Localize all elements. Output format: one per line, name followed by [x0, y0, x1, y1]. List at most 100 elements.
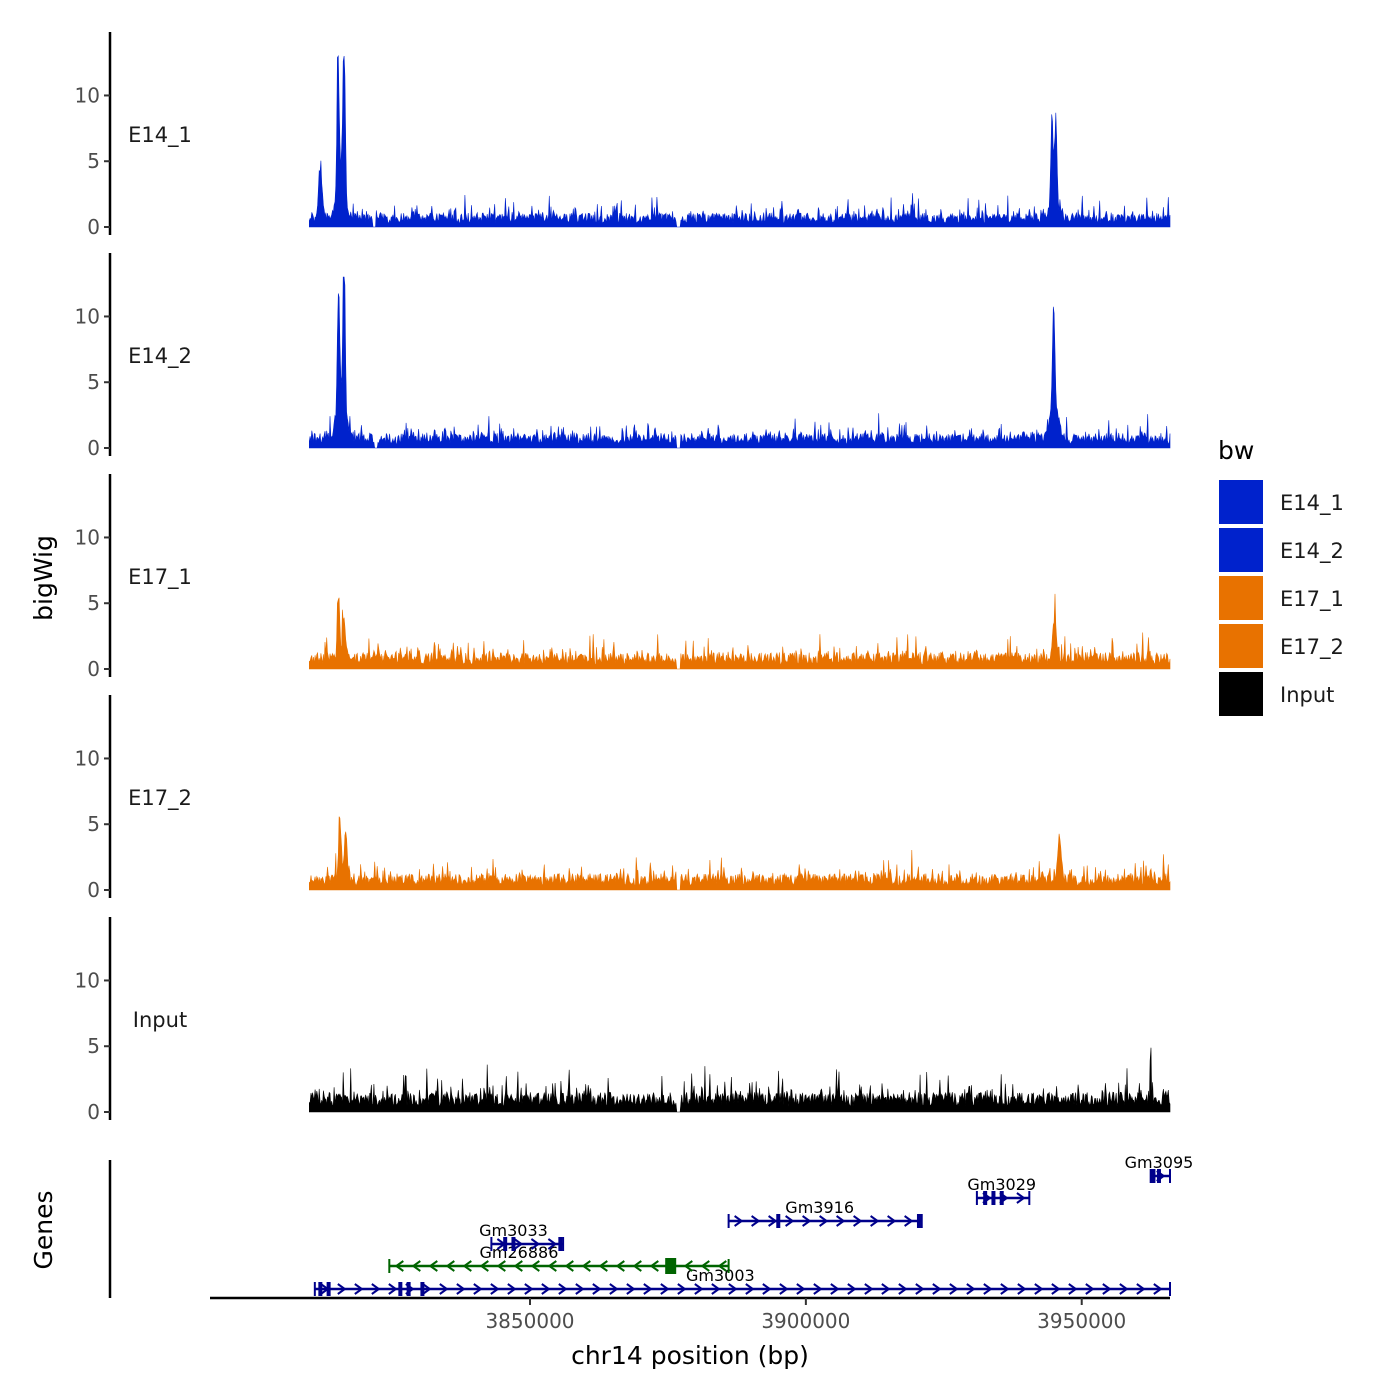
y-tick-label: 5: [87, 591, 100, 615]
y-tick-label: 5: [87, 812, 100, 836]
y-tick-label: 10: [75, 968, 100, 992]
strand-chevron: [1085, 1283, 1095, 1295]
gene-exon: [318, 1282, 323, 1296]
gene-gm3003: Gm3003: [313, 1266, 1171, 1296]
strand-chevron: [547, 1260, 557, 1272]
y-tick-label: 0: [87, 657, 100, 681]
strand-chevron: [949, 1283, 959, 1295]
y-tick-label: 0: [87, 878, 100, 902]
x-axis: 3850000 3900000 3950000: [210, 1296, 1170, 1333]
track-input: 0 5 10 Input: [75, 917, 1171, 1124]
y-tick-label: 5: [87, 149, 100, 173]
legend-item-e17-1: E17_1: [1219, 576, 1344, 620]
gene-exon: [503, 1237, 508, 1251]
strand-chevron: [462, 1260, 472, 1272]
y-tick-label: 0: [87, 436, 100, 460]
strand-chevron: [388, 1283, 398, 1295]
strand-chevron: [660, 1283, 670, 1295]
gene-exon: [916, 1214, 921, 1228]
gene-label: Gm3916: [785, 1198, 854, 1217]
legend-swatch: [1219, 624, 1263, 668]
strand-chevron: [677, 1283, 687, 1295]
gene-exon: [326, 1282, 331, 1296]
gene-gm3095: Gm3095: [1125, 1153, 1194, 1183]
gene-exon: [1151, 1169, 1156, 1183]
strand-chevron: [802, 1215, 812, 1227]
track-e14-2: 0 5 10 E14_2: [75, 253, 1171, 460]
gene-exon: [398, 1282, 403, 1296]
strand-chevron: [785, 1215, 795, 1227]
strand-chevron: [751, 1215, 761, 1227]
y-tick-label: 5: [87, 1034, 100, 1058]
track-label: Input: [133, 1008, 187, 1032]
x-tick-label: 3850000: [485, 1309, 574, 1333]
track-e17-1: 0 5 10 E17_1: [75, 474, 1171, 681]
gene-label: Gm3095: [1125, 1153, 1194, 1172]
strand-chevron: [422, 1283, 432, 1295]
strand-chevron: [575, 1283, 585, 1295]
strand-chevron: [609, 1283, 619, 1295]
legend-swatch: [1219, 528, 1263, 572]
strand-chevron: [581, 1260, 591, 1272]
strand-chevron: [711, 1283, 721, 1295]
y-tick-label: 10: [75, 83, 100, 107]
strand-chevron: [864, 1283, 874, 1295]
gene-exon: [776, 1214, 781, 1228]
strand-chevron: [734, 1215, 744, 1227]
strand-chevron: [411, 1260, 421, 1272]
coverage-area-e17-2: [309, 816, 1171, 891]
strand-chevron: [813, 1283, 823, 1295]
legend-swatch: [1219, 480, 1263, 524]
strand-chevron: [700, 1260, 710, 1272]
y-tick-label: 10: [75, 746, 100, 770]
strand-chevron: [1102, 1283, 1112, 1295]
gene-exon: [558, 1237, 563, 1251]
gene-exon: [665, 1258, 677, 1274]
legend-label: E17_1: [1280, 587, 1344, 612]
legend: bw E14_1 E14_2 E17_1 E17_2 Input: [1218, 436, 1344, 716]
track-label: E17_2: [128, 786, 192, 811]
track-label: E17_1: [128, 565, 192, 590]
strand-chevron: [371, 1283, 381, 1295]
strand-chevron: [1068, 1283, 1078, 1295]
strand-chevron: [564, 1260, 574, 1272]
coverage-tracks: 0 5 10 E14_1 0 5 10 E14_2 0 5 10 E17_1 0 5 10 E17_2 0 5 10…: [75, 32, 1171, 1124]
strand-chevron: [745, 1283, 755, 1295]
y-tick-label: 5: [87, 370, 100, 394]
strand-chevron: [898, 1283, 908, 1295]
legend-swatch: [1219, 576, 1263, 620]
gene-exon: [511, 1237, 516, 1251]
strand-chevron: [694, 1283, 704, 1295]
x-axis-title: chr14 position (bp): [571, 1341, 809, 1370]
track-e14-1: 0 5 10 E14_1: [75, 32, 1171, 239]
strand-chevron: [507, 1283, 517, 1295]
legend-item-e14-2: E14_2: [1219, 528, 1344, 572]
strand-chevron: [983, 1283, 993, 1295]
strand-chevron: [796, 1283, 806, 1295]
y-tick-label: 10: [75, 304, 100, 328]
legend-label: E14_2: [1280, 539, 1344, 564]
legend-item-e14-1: E14_1: [1219, 480, 1344, 524]
coverage-area-e14-1: [309, 54, 1171, 228]
strand-chevron: [541, 1283, 551, 1295]
gene-label: Gm3029: [967, 1175, 1036, 1194]
strand-chevron: [1153, 1283, 1163, 1295]
strand-chevron: [473, 1283, 483, 1295]
strand-chevron: [932, 1283, 942, 1295]
legend-item-e17-2: E17_2: [1219, 624, 1344, 668]
gene-exon: [999, 1191, 1004, 1205]
strand-chevron: [1017, 1283, 1027, 1295]
strand-chevron: [1136, 1283, 1146, 1295]
gene-gm3033: Gm3033: [479, 1221, 565, 1251]
strand-chevron: [632, 1260, 642, 1272]
strand-chevron: [887, 1215, 897, 1227]
strand-chevron: [615, 1260, 625, 1272]
strand-chevron: [354, 1283, 364, 1295]
strand-chevron: [592, 1283, 602, 1295]
y-axis-title: bigWig: [29, 535, 58, 621]
strand-chevron: [337, 1283, 347, 1295]
gene-label: Gm3033: [479, 1221, 548, 1240]
y-tick-label: 10: [75, 525, 100, 549]
